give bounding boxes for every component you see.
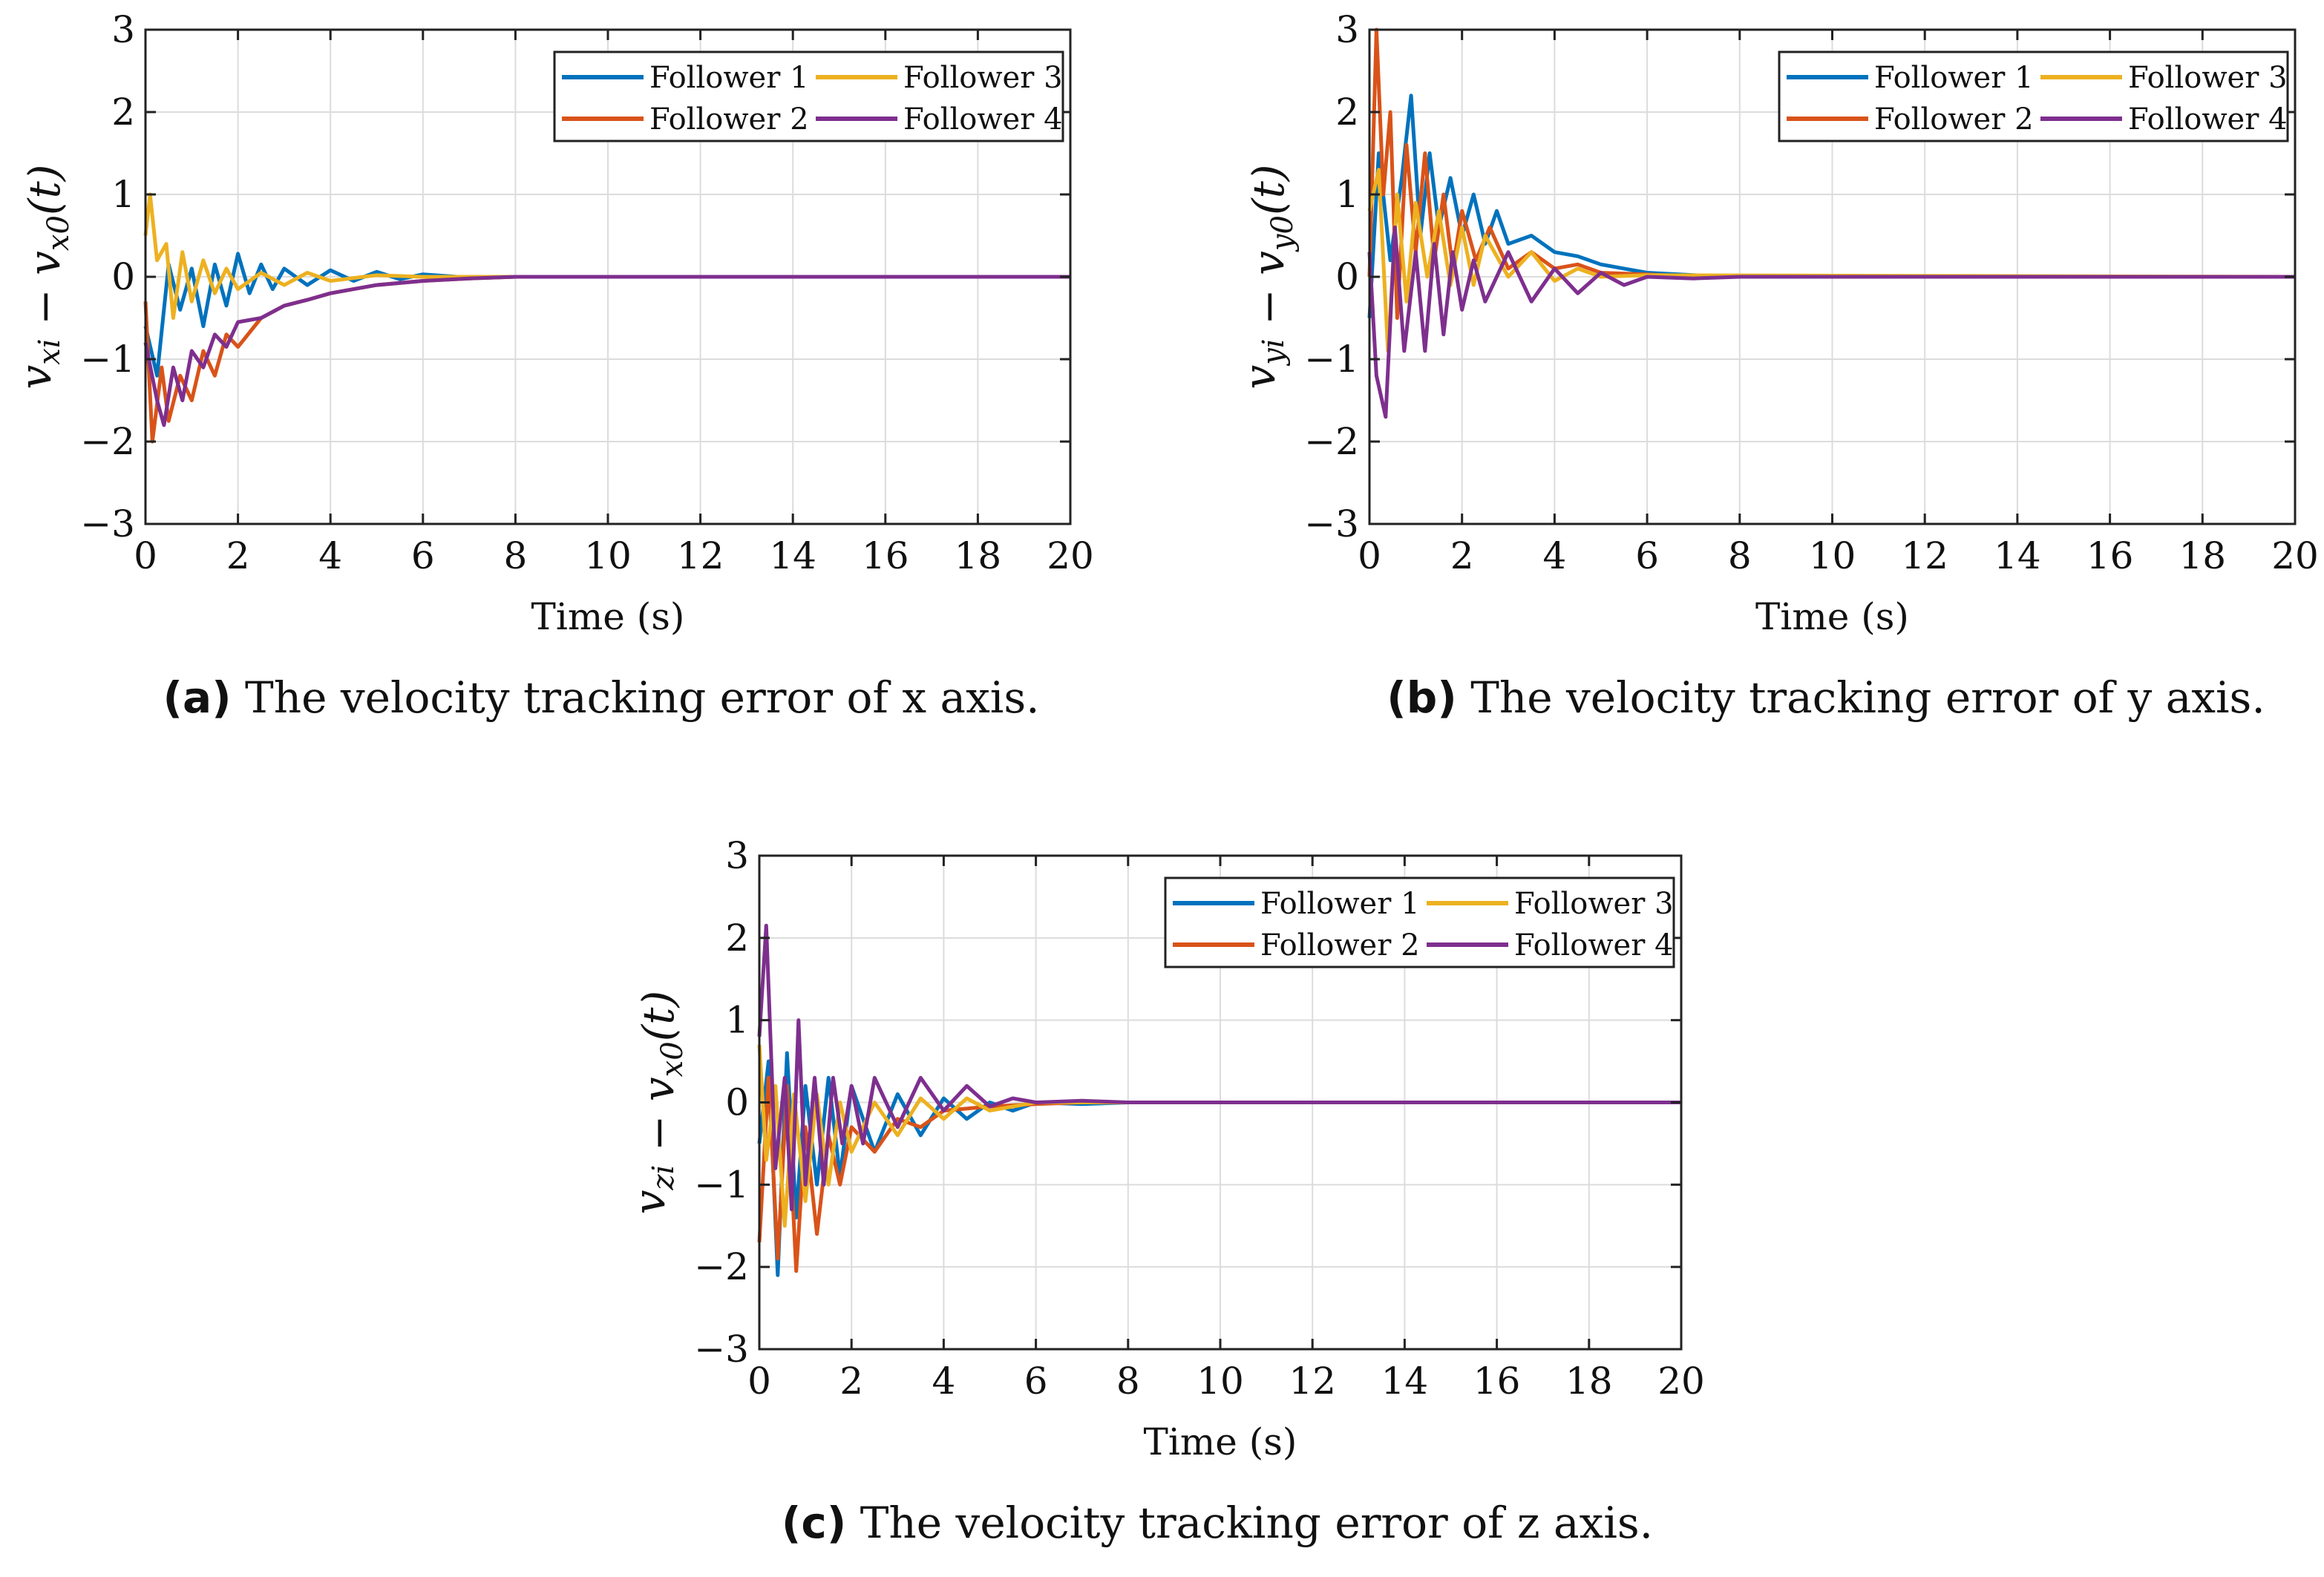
caption-letter: (b): [1387, 672, 1457, 723]
y-tick-label: −2: [694, 1245, 749, 1288]
x-tick-label: 10: [1809, 534, 1856, 577]
legend-label-follower-1: Follower 1: [649, 61, 809, 95]
legend: Follower 1 Follower 3 Follower 2 Follower 4: [1164, 876, 1675, 968]
y-axis-label: vzi − vx0(t): [624, 991, 690, 1215]
legend-label-follower-4: Follower 4: [903, 102, 1063, 137]
series-line-follower-2: [1367, 27, 2295, 320]
x-axis-label: Time (s): [1755, 595, 1909, 638]
y-axis-label: vxi − vx0(t): [10, 165, 76, 390]
x-tick-label: 14: [1994, 534, 2041, 577]
x-tick-label: 8: [1728, 534, 1752, 577]
x-tick-label: 0: [1358, 534, 1381, 577]
y-tick-label: 1: [725, 999, 749, 1042]
x-tick-label: 14: [769, 534, 816, 577]
x-axis-label: Time (s): [1144, 1420, 1297, 1463]
x-tick-label: 12: [677, 534, 724, 577]
x-tick-label: 6: [1024, 1360, 1048, 1403]
y-tick-label: −2: [1304, 420, 1359, 463]
caption-text: The velocity tracking error of z axis.: [846, 1498, 1653, 1548]
y-tick-label: −1: [694, 1163, 749, 1206]
y-tick-label: −1: [80, 338, 135, 381]
x-tick-label: 12: [1901, 534, 1948, 577]
series-line-follower-3: [1367, 168, 2296, 353]
x-tick-label: 10: [584, 534, 632, 577]
legend-box: [1164, 876, 1675, 968]
legend-label-follower-1: Follower 1: [1260, 887, 1420, 921]
figure-caption: (c) The velocity tracking error of z axi…: [782, 1498, 1653, 1548]
series-line-follower-4: [1367, 225, 2295, 419]
x-tick-label: 16: [2086, 534, 2134, 577]
y-tick-label: 3: [725, 834, 749, 877]
y-tick-label: 1: [1335, 173, 1359, 216]
legend-label-follower-2: Follower 2: [1874, 102, 2034, 137]
x-axis-label: Time (s): [531, 595, 685, 638]
legend-label-follower-2: Follower 2: [649, 102, 809, 137]
legend-label-follower-4: Follower 4: [1514, 928, 1674, 963]
legend-label-follower-1: Follower 1: [1874, 61, 2034, 95]
legend-label-follower-3: Follower 3: [2128, 61, 2288, 95]
y-tick-label: 2: [111, 91, 135, 134]
x-tick-label: 0: [747, 1360, 771, 1403]
x-tick-label: 6: [1635, 534, 1659, 577]
legend-label-follower-2: Follower 2: [1260, 928, 1420, 963]
y-tick-label: 2: [725, 917, 749, 960]
y-tick-label: 0: [1335, 255, 1359, 298]
x-tick-label: 18: [1565, 1360, 1613, 1403]
x-tick-label: 4: [932, 1360, 955, 1403]
caption-letter: (a): [163, 672, 231, 723]
caption-text: The velocity tracking error of x axis.: [232, 672, 1040, 723]
x-tick-label: 8: [503, 534, 527, 577]
x-tick-label: 20: [1047, 534, 1094, 577]
x-tick-label: 18: [2179, 534, 2226, 577]
figure-caption: (a) The velocity tracking error of x axi…: [163, 672, 1039, 723]
x-tick-label: 16: [862, 534, 909, 577]
x-tick-label: 12: [1289, 1360, 1336, 1403]
y-axis-label: vyi − vy0(t): [1234, 164, 1300, 389]
legend-label-follower-3: Follower 3: [1514, 887, 1674, 921]
y-tick-label: 1: [111, 173, 135, 216]
legend-label-follower-4: Follower 4: [2128, 102, 2288, 137]
legend-box: [553, 50, 1064, 142]
x-tick-label: 10: [1197, 1360, 1244, 1403]
y-tick-label: −3: [80, 502, 135, 545]
y-tick-label: −3: [1304, 502, 1359, 545]
y-tick-label: 0: [725, 1081, 749, 1124]
caption-letter: (c): [782, 1498, 846, 1548]
series-line-follower-4: [143, 275, 1070, 427]
x-tick-label: 4: [1542, 534, 1566, 577]
x-tick-label: 16: [1473, 1360, 1521, 1403]
legend-box: [1778, 50, 2289, 142]
y-tick-label: 0: [111, 255, 135, 298]
legend: Follower 1 Follower 3 Follower 2 Follower 4: [553, 50, 1064, 142]
figure-caption: (b) The velocity tracking error of y axi…: [1387, 672, 2265, 723]
x-tick-label: 14: [1381, 1360, 1429, 1403]
legend-label-follower-3: Follower 3: [903, 61, 1063, 95]
y-tick-label: −3: [694, 1328, 749, 1371]
x-tick-label: 2: [226, 534, 250, 577]
x-tick-label: 8: [1116, 1360, 1140, 1403]
y-tick-label: 3: [1335, 8, 1359, 51]
series-line-follower-1: [1367, 94, 2295, 318]
x-tick-label: 2: [1450, 534, 1474, 577]
series-line-follower-4: [757, 923, 1681, 1212]
x-tick-label: 20: [2271, 534, 2319, 577]
x-tick-label: 2: [839, 1360, 863, 1403]
x-tick-label: 0: [134, 534, 157, 577]
y-tick-label: 3: [111, 8, 135, 51]
caption-text: The velocity tracking error of y axis.: [1457, 672, 2265, 723]
y-tick-label: −2: [80, 420, 135, 463]
y-tick-label: 2: [1335, 91, 1359, 134]
series-line-follower-3: [143, 192, 1070, 320]
x-tick-label: 20: [1657, 1360, 1705, 1403]
legend: Follower 1 Follower 3 Follower 2 Follower 4: [1778, 50, 2289, 142]
x-tick-label: 4: [318, 534, 342, 577]
x-tick-label: 18: [955, 534, 1002, 577]
x-tick-label: 6: [411, 534, 435, 577]
y-tick-label: −1: [1304, 338, 1359, 381]
